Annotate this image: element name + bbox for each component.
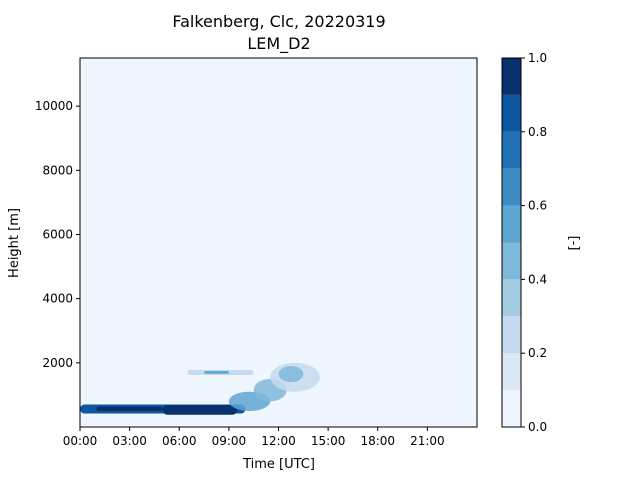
x-tick-label: 12:00 — [261, 434, 296, 448]
colorbar-segment — [502, 205, 521, 243]
cloud-fraction-contours — [80, 362, 320, 415]
colorbar-tick-label: 0.4 — [528, 272, 547, 286]
y-tick-label: 4000 — [42, 292, 73, 306]
colorbar-segment — [502, 279, 521, 317]
chart-subtitle: LEM_D2 — [247, 34, 310, 54]
y-tick-label: 10000 — [35, 99, 73, 113]
x-axis: 00:00 03:00 06:00 09:00 12:00 15:00 18:00 21:00 — [63, 427, 445, 448]
colorbar-tick-label: 0.8 — [528, 125, 547, 139]
colorbar-tick-label: 1.0 — [528, 51, 547, 65]
x-tick-label: 18:00 — [360, 434, 395, 448]
colorbar-segment — [502, 353, 521, 391]
x-tick-label: 15:00 — [311, 434, 346, 448]
colorbar-label: [-] — [566, 236, 581, 251]
y-tick-label: 6000 — [42, 227, 73, 241]
cloud-feature — [96, 406, 163, 411]
cloud-feature — [204, 371, 229, 374]
chart-title: Falkenberg, Clc, 20220319 — [172, 12, 385, 31]
y-tick-label: 2000 — [42, 356, 73, 370]
colorbar-tick-label: 0.0 — [528, 420, 547, 434]
plot-background — [80, 58, 477, 427]
colorbar-segment — [502, 168, 521, 206]
plot-area — [79, 57, 478, 428]
colorbar-tick-label: 0.6 — [528, 199, 547, 213]
colorbar-segment — [502, 131, 521, 169]
colorbar-segment — [502, 58, 521, 95]
colorbar-frame — [501, 57, 522, 428]
colorbar-tick-label: 0.2 — [528, 346, 547, 360]
cloud-feature — [162, 405, 238, 415]
x-tick-label: 03:00 — [112, 434, 147, 448]
colorbar: 0.0 0.2 0.4 0.6 0.8 1.0 — [501, 51, 547, 434]
x-axis-label: Time [UTC] — [242, 457, 315, 472]
colorbar-segment — [502, 242, 521, 280]
y-tick-label: 8000 — [42, 163, 73, 177]
x-tick-label: 09:00 — [212, 434, 247, 448]
x-tick-label: 06:00 — [162, 434, 197, 448]
x-tick-label: 00:00 — [63, 434, 98, 448]
colorbar-segment — [502, 94, 521, 132]
y-axis-label: Height [m] — [7, 208, 22, 278]
x-tick-label: 21:00 — [410, 434, 445, 448]
colorbar-segment — [502, 390, 521, 427]
colorbar-segment — [502, 316, 521, 354]
cloud-feature — [278, 366, 304, 383]
y-axis: 2000 4000 6000 8000 10000 — [35, 99, 80, 370]
